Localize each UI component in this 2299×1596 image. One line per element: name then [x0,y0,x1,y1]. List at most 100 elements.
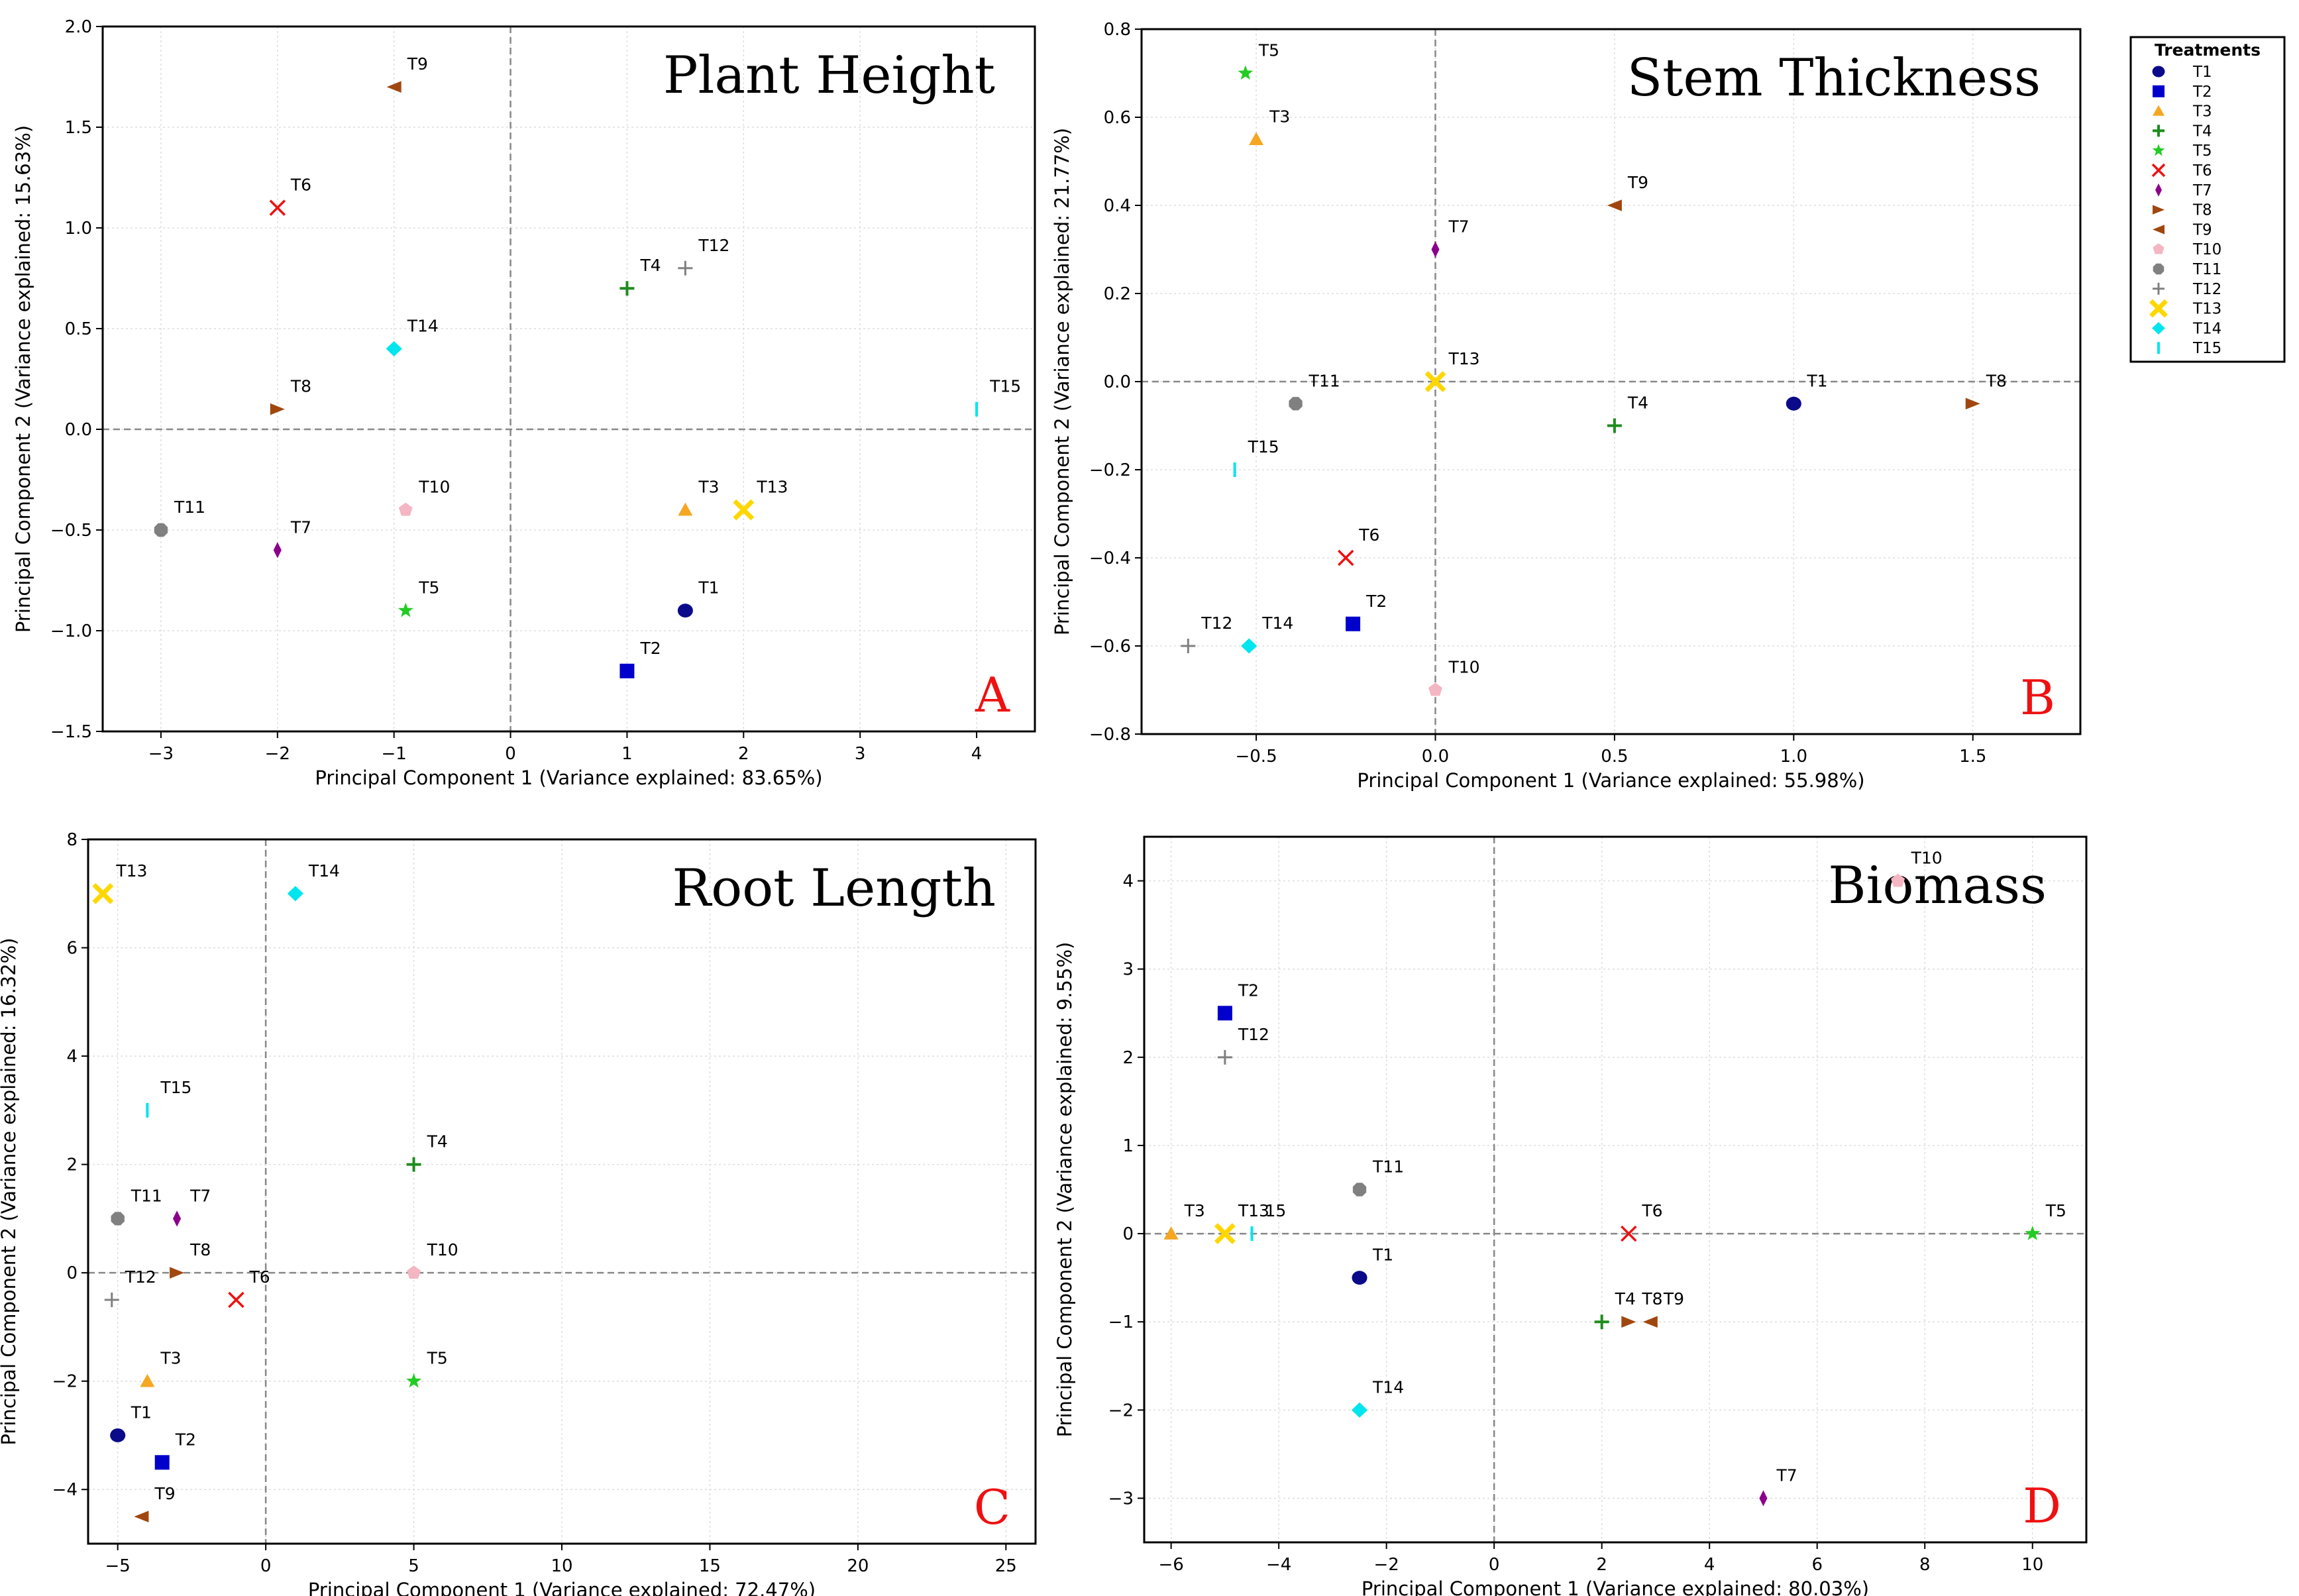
point-marker-t1 [110,1428,126,1442]
x-tick-label: 0 [1489,1555,1500,1575]
point-label-t3: T3 [1184,1201,1205,1220]
y-tick-label: 6 [66,939,78,959]
y-tick-label: 0.8 [1104,20,1131,40]
x-tick-label: −2 [265,744,290,764]
panel-b: −0.5 0.0 0.5 1.0 1.5 −0.8 −0.6 −0.4 −0.2 0.0 0.2 0.… [1051,20,2082,792]
panel-c: −5 0 5 10 15 20 25 −4 −2 0 2 4 6 8 Principal Component… [0,830,1037,1596]
point-marker-t2 [154,1455,170,1470]
point-label-t7: T7 [290,517,311,537]
legend-label-t15: T15 [2192,340,2221,357]
panel-a: −3 −2 −1 0 1 2 3 4 −1.5 −1.0 −0.5 0.0 0.5 1.0 1.5 2.0 Pr… [12,17,1036,789]
point-marker-t7 [173,1210,182,1227]
point-marker-t7 [1759,1490,1768,1507]
point-label-t6: T6 [248,1267,270,1287]
point-marker-t3 [1249,132,1264,146]
point-label-t5: T5 [1258,41,1279,60]
x-tick-label: 4 [971,744,983,764]
point-marker-t9 [1607,199,1622,211]
point-label-t4: T4 [1615,1289,1636,1308]
y-tick-label: 2 [66,1155,78,1175]
x-tick-label: 4 [1704,1555,1715,1575]
legend-marker-t9 [2153,225,2165,235]
point-marker-t1 [1352,1271,1367,1285]
y-tick-label: 4 [66,1047,78,1067]
point-marker-t7 [1431,241,1440,258]
point-label-t9: T9 [154,1484,175,1503]
point-label-t1: T1 [1806,371,1827,390]
y-tick-label: −0.5 [50,521,92,541]
y-tick-label: 0.0 [65,420,92,440]
y-tick-label: −3 [1108,1489,1134,1509]
x-tick-label: 0 [505,744,516,764]
point-marker-t6 [1621,1225,1637,1242]
legend-label-t10: T10 [2192,241,2221,258]
y-axis-label: Principal Component 2 (Variance explaine… [0,937,20,1445]
point-label-t11: T11 [131,1186,162,1205]
legend-marker-t12 [2153,282,2165,295]
legend-marker-t6 [2151,163,2166,178]
legend-label-t8: T8 [2192,202,2212,219]
point-marker-t8 [1965,398,1980,410]
point-marker-t7 [273,542,282,559]
point-marker-t5 [406,1373,422,1388]
point-marker-t11 [154,523,168,537]
panel-title: Root Length [672,859,996,918]
x-tick-label: 1.5 [1959,747,1986,767]
legend-marker-t7 [2155,183,2162,197]
x-tick-label: 25 [995,1556,1017,1576]
point-marker-t11 [1352,1183,1367,1197]
point-label-t14: T14 [1261,613,1293,633]
point-marker-t6 [269,199,286,216]
point-label-t14: T14 [308,861,340,880]
point-marker-t12 [1217,1049,1232,1065]
y-tick-label: −1.0 [50,621,92,641]
point-marker-t3 [1163,1226,1179,1240]
point-label-t10: T10 [427,1240,458,1259]
legend-marker-t2 [2153,85,2165,97]
y-axis-label: Principal Component 2 (Variance explaine… [1053,942,1076,1438]
point-label-t12: T12 [698,236,729,255]
point-marker-t8 [170,1267,185,1279]
x-tick-label: 15 [699,1556,721,1576]
legend-label-t4: T4 [2192,123,2212,140]
point-label-t1: T1 [1372,1246,1393,1265]
point-marker-t4 [1594,1314,1609,1330]
point-label-t4: T4 [639,256,661,275]
legend: Treatments T1 T2 T3 T4 T5 T6 T7 T8 T9 T10 T11 T12 T13… [2129,36,2286,363]
legend-label-t2: T2 [2192,83,2212,101]
panel-title: Biomass [1828,856,2047,916]
point-marker-t2 [619,663,635,678]
point-label-t5: T5 [2045,1201,2066,1220]
y-tick-label: 0.2 [1104,284,1131,304]
point-label-t7: T7 [189,1186,211,1205]
y-tick-label: 0.4 [1104,196,1131,216]
y-tick-label: 4 [1122,872,1134,892]
point-marker-t14 [1241,638,1257,654]
point-marker-t12 [104,1293,119,1308]
x-tick-label: 0.5 [1601,747,1628,767]
point-label-t13: T13 [115,861,147,880]
point-label-t5: T5 [418,578,439,598]
point-label-t7: T7 [1448,217,1469,237]
point-label-t9: T9 [407,54,428,74]
y-tick-label: 1.0 [65,219,92,239]
y-tick-label: 8 [66,830,78,850]
point-marker-t5 [2025,1226,2041,1240]
point-marker-t11 [111,1212,125,1226]
panel-letter: B [2020,670,2055,725]
x-tick-label: 6 [1811,1555,1823,1575]
y-tick-label: 3 [1122,960,1134,980]
point-label-t9: T9 [1663,1289,1684,1308]
y-axis-label: Principal Component 2 (Variance explaine… [1051,128,1073,635]
plot-frame [101,25,1036,733]
panel-title: Stem Thickness [1627,48,2041,108]
point-label-t14: T14 [1372,1377,1404,1397]
x-tick-label: 10 [551,1556,572,1576]
legend-marker-t5 [2152,144,2165,156]
point-label-t2: T2 [1365,592,1387,611]
point-label-t3: T3 [160,1349,181,1368]
point-marker-t3 [678,502,693,516]
legend-marker-t3 [2153,105,2165,116]
legend-marker-t11 [2153,263,2165,275]
point-marker-t4 [1607,418,1622,433]
